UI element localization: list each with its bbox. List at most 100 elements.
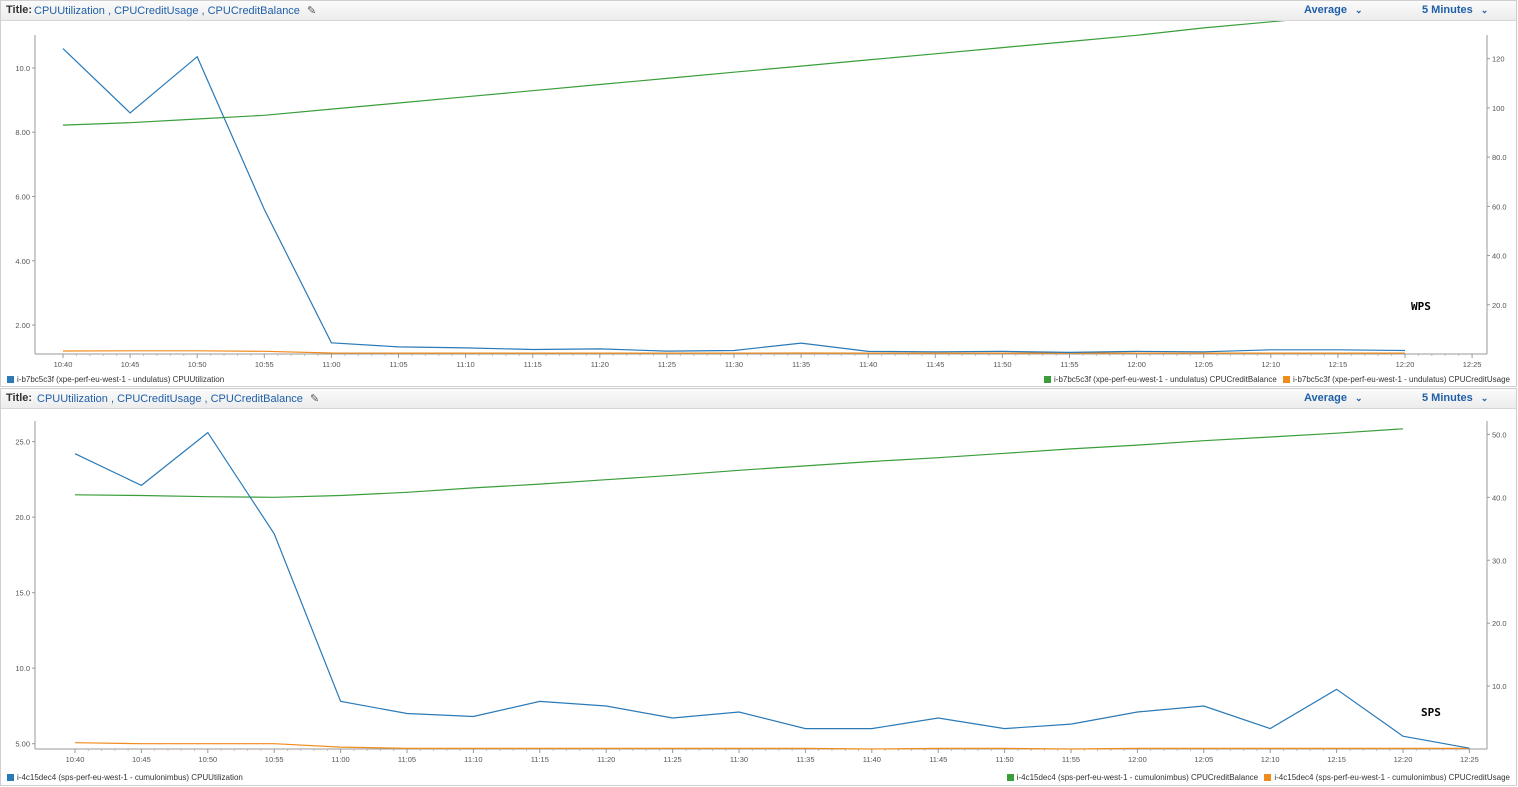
series-line [74, 742, 1470, 750]
y-right-tick-label: 10.0 [1492, 682, 1507, 691]
legend-label: i-b7bc5c3f (xpe-perf-eu-west-1 - undulat… [17, 375, 225, 384]
legend-right: i-b7bc5c3f (xpe-perf-eu-west-1 - undulat… [1044, 375, 1510, 384]
x-tick-label: 10:50 [198, 755, 217, 764]
legend-swatch [7, 774, 14, 781]
x-tick-label: 12:25 [1463, 360, 1482, 369]
period-dropdown[interactable]: 5 Minutes ⌄ [1422, 392, 1488, 404]
y-right-tick-label: 20.0 [1492, 619, 1507, 628]
x-tick-label: 11:00 [322, 360, 340, 369]
x-tick-label: 11:10 [456, 360, 474, 369]
x-tick-label: 12:15 [1329, 360, 1348, 369]
chart-plot-area: 2.00 4.00 6.00 8.00 10.0 20.0 40.0 60.0 80.0 100 1… [15, 21, 1507, 369]
chart-plot-area: 5.00 10.0 15.0 20.0 25.0 10.0 20.0 30.0 40.0 50.0… [15, 421, 1507, 764]
x-tick-label: 11:30 [730, 755, 748, 764]
period-value[interactable]: 5 Minutes [1422, 392, 1473, 404]
y-left-tick-label: 4.00 [15, 257, 30, 266]
x-tick-label: 12:20 [1394, 755, 1413, 764]
y-left-tick-label: 10.0 [15, 664, 30, 673]
title-label: Title: [6, 392, 33, 404]
legend-label: i-4c15dec4 (sps-perf-eu-west-1 - cumulon… [17, 773, 243, 782]
x-tick-label: 12:00 [1128, 755, 1147, 764]
series-line [62, 48, 1406, 354]
period-dropdown[interactable]: 5 Minutes ⌄ [1422, 4, 1488, 16]
chevron-down-icon[interactable]: ⌄ [1480, 393, 1489, 403]
y-left-tick-label: 2.00 [15, 321, 30, 330]
y-left-tick-label: 20.0 [15, 513, 30, 522]
graph-title[interactable]: CPUUtilization , CPUCreditUsage , CPUCre… [34, 4, 316, 17]
y-left-tick-label: 15.0 [15, 589, 30, 598]
x-tick-label: 12:00 [1127, 360, 1146, 369]
x-tick-label: 11:05 [389, 360, 407, 369]
legend-label: i-b7bc5c3f (xpe-perf-eu-west-1 - undulat… [1054, 375, 1277, 384]
x-tick-label: 12:10 [1261, 755, 1280, 764]
statistic-value[interactable]: Average [1304, 4, 1348, 16]
y-right-tick-label: 40.0 [1492, 493, 1507, 502]
y-right-tick-label: 40.0 [1492, 252, 1507, 261]
x-tick-label: 11:35 [796, 755, 814, 764]
x-tick-label: 11:15 [531, 755, 549, 764]
x-tick-label: 10:40 [54, 360, 73, 369]
y-left-tick-label: 8.00 [15, 128, 30, 137]
x-tick-label: 11:35 [792, 360, 810, 369]
series-line [62, 350, 1405, 354]
x-tick-label: 10:45 [132, 755, 151, 764]
x-tick-label: 11:00 [331, 755, 349, 764]
graph-title[interactable]: CPUUtilization , CPUCreditUsage , CPUCre… [37, 392, 319, 405]
legend-label: i-b7bc5c3f (xpe-perf-eu-west-1 - undulat… [1293, 375, 1510, 384]
x-tick-label: 11:25 [663, 755, 681, 764]
chevron-down-icon[interactable]: ⌄ [1355, 393, 1363, 403]
y-left-tick-label: 6.00 [15, 193, 30, 202]
x-tick-label: 12:10 [1261, 360, 1280, 369]
graph-title-text[interactable]: CPUUtilization , CPUCreditUsage , CPUCre… [37, 393, 303, 405]
title-label: Title: [6, 4, 33, 16]
legend-swatch [1044, 376, 1052, 383]
legend-left: i-b7bc5c3f (xpe-perf-eu-west-1 - undulat… [7, 375, 224, 384]
series-line [74, 428, 1404, 498]
y-right-tick-label: 60.0 [1492, 202, 1507, 211]
chevron-down-icon[interactable]: ⌄ [1355, 5, 1363, 15]
y-right-tick-label: 20.0 [1492, 301, 1507, 310]
chart-annotation: SPS [1421, 706, 1441, 719]
graph-title-text[interactable]: CPUUtilization , CPUCreditUsage , CPUCre… [34, 5, 300, 17]
x-tick-label: 10:50 [188, 360, 207, 369]
x-tick-label: 11:45 [929, 755, 947, 764]
period-value[interactable]: 5 Minutes [1422, 4, 1473, 16]
x-tick-label: 10:40 [66, 755, 85, 764]
series-line [62, 21, 1286, 126]
pencil-icon[interactable]: ✎ [310, 393, 320, 405]
statistic-dropdown[interactable]: Average ⌄ [1304, 392, 1363, 404]
x-tick-label: 11:20 [597, 755, 615, 764]
statistic-dropdown[interactable]: Average ⌄ [1304, 4, 1363, 16]
legend-right: i-4c15dec4 (sps-perf-eu-west-1 - cumulon… [1006, 773, 1510, 782]
y-right-tick-label: 80.0 [1492, 153, 1507, 162]
x-tick-label: 12:05 [1194, 755, 1213, 764]
x-tick-label: 11:15 [524, 360, 542, 369]
x-tick-label: 11:10 [464, 755, 482, 764]
x-tick-label: 11:40 [863, 755, 881, 764]
y-left-tick-label: 25.0 [15, 438, 30, 447]
legend-swatch [1264, 774, 1272, 781]
x-tick-label: 11:55 [1060, 360, 1078, 369]
pencil-icon[interactable]: ✎ [307, 5, 317, 17]
x-tick-label: 11:55 [1062, 755, 1080, 764]
x-tick-label: 11:40 [859, 360, 877, 369]
y-right-tick-label: 120 [1492, 55, 1505, 64]
y-left-tick-label: 5.00 [15, 740, 30, 749]
x-tick-label: 10:55 [255, 360, 274, 369]
legend-label: i-4c15dec4 (sps-perf-eu-west-1 - cumulon… [1016, 773, 1259, 782]
chart-panel-wps: Title: CPUUtilization , CPUCreditUsage ,… [0, 0, 1517, 387]
legend-swatch [7, 376, 14, 383]
x-tick-label: 12:20 [1396, 360, 1415, 369]
x-tick-label: 11:30 [725, 360, 743, 369]
x-tick-label: 12:15 [1327, 755, 1346, 764]
statistic-value[interactable]: Average [1304, 392, 1348, 404]
y-right-tick-label: 100 [1492, 104, 1505, 113]
x-tick-label: 11:45 [926, 360, 944, 369]
x-tick-label: 11:20 [591, 360, 609, 369]
legend-left: i-4c15dec4 (sps-perf-eu-west-1 - cumulon… [7, 773, 243, 782]
series-line [74, 431, 1470, 749]
chevron-down-icon[interactable]: ⌄ [1480, 5, 1489, 15]
panel-header: Title: CPUUtilization , CPUCreditUsage ,… [1, 1, 1516, 21]
y-left-tick-label: 10.0 [15, 64, 30, 73]
x-tick-label: 11:50 [995, 755, 1013, 764]
